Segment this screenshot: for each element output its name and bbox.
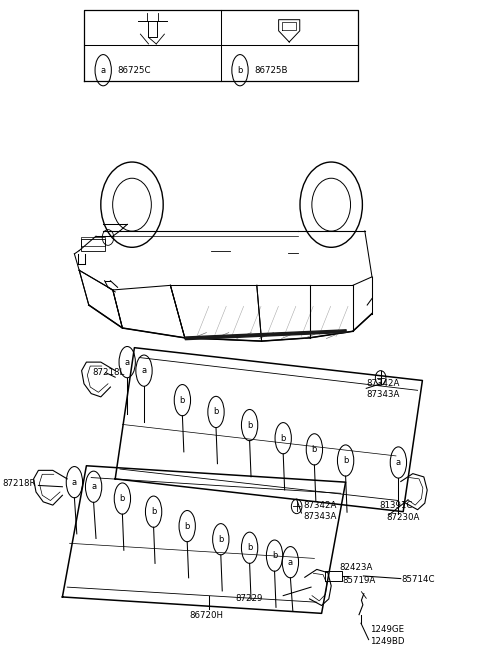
Text: a: a [72,478,77,487]
Text: 87343A: 87343A [303,512,337,521]
Text: 87342A: 87342A [303,501,337,510]
Text: a: a [91,482,96,491]
Text: 87218R: 87218R [2,479,36,488]
Text: a: a [288,558,293,567]
Text: a: a [142,366,146,375]
Text: b: b [184,522,190,531]
Text: 87229: 87229 [235,594,263,603]
Text: b: b [237,66,243,75]
Text: b: b [218,535,224,544]
Text: b: b [120,494,125,503]
Text: 86725B: 86725B [254,66,288,75]
Text: b: b [151,507,156,516]
Text: b: b [213,407,219,417]
Text: 86725C: 86725C [118,66,151,75]
Text: b: b [247,543,252,552]
Text: 85714C: 85714C [401,575,435,584]
Text: b: b [180,396,185,405]
Text: b: b [343,456,348,465]
Text: b: b [272,551,277,560]
Text: 86720H: 86720H [190,611,224,620]
Text: 87218L: 87218L [92,368,124,377]
Bar [81,239,105,251]
Text: 1249GE: 1249GE [370,625,404,634]
Text: 1249BD: 1249BD [370,637,404,646]
Text: b: b [312,445,317,454]
Text: a: a [396,458,401,467]
Text: 85719A: 85719A [342,576,375,585]
Text: b: b [247,420,252,430]
Text: 82423A: 82423A [339,563,372,572]
Text: b: b [280,434,286,443]
Text: 87230A: 87230A [386,513,420,522]
Text: a: a [101,66,106,75]
Text: a: a [125,358,130,367]
Text: 81391C: 81391C [379,501,413,510]
Text: 87342A: 87342A [367,379,400,388]
Text: 87343A: 87343A [367,390,400,400]
